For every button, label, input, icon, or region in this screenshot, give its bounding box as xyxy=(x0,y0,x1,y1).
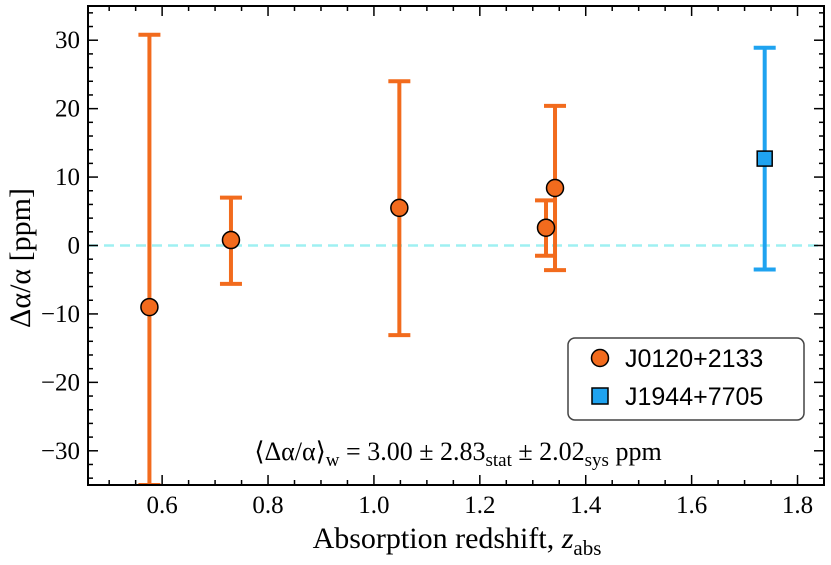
annotation-open-sub: w xyxy=(326,450,340,471)
y-tick-label: 20 xyxy=(55,96,80,123)
data-point-circle xyxy=(545,178,565,198)
y-tick-label: −10 xyxy=(41,301,80,328)
annotation-unit: ppm xyxy=(609,437,662,466)
x-tick-label: 1.6 xyxy=(676,492,707,519)
y-axis-label: Δα/α [ppm] xyxy=(4,188,37,328)
annotation-stat-sub: stat xyxy=(485,450,512,471)
y-tick-label: 0 xyxy=(68,233,81,260)
x-tick-label: 1.2 xyxy=(464,492,495,519)
x-tick-label: 0.6 xyxy=(147,492,178,519)
y-tick-label: −30 xyxy=(41,438,80,465)
axis-ticks: 0.6 0.8 1.0 1.2 1.4 1.6 1.8 −30 −20 −10 0 10 20 30 xyxy=(41,6,825,519)
legend-label-j1944: J1944+7705 xyxy=(625,383,763,411)
y-tick-label: 30 xyxy=(55,27,80,54)
data-point-square xyxy=(756,150,773,167)
legend-marker-square xyxy=(591,387,609,405)
y-tick-label: −20 xyxy=(41,369,80,396)
data-point-circle xyxy=(221,230,241,250)
legend: J0120+2133 J1944+7705 xyxy=(567,337,805,421)
x-tick-label: 1.8 xyxy=(782,492,813,519)
x-axis-label-subscript: abs xyxy=(573,536,601,560)
annotation-value: = 3.00 ± 2.83 xyxy=(340,437,486,466)
annotation-open: ⟨Δα/α⟩ xyxy=(254,437,325,466)
series-J1944+7705 xyxy=(753,45,776,272)
weighted-mean-annotation: ⟨Δα/α⟩w = 3.00 ± 2.83stat ± 2.02sys ppm xyxy=(254,437,661,471)
annotation-sys-part: ± 2.02 xyxy=(512,437,585,466)
x-tick-label: 1.0 xyxy=(358,492,389,519)
x-axis-label: Absorption redshift, zabs xyxy=(313,522,602,560)
plot-area xyxy=(88,32,824,485)
series-J0120+2133 xyxy=(138,32,567,485)
y-tick-label: 10 xyxy=(55,164,80,191)
x-tick-label: 0.8 xyxy=(252,492,283,519)
x-axis-label-text: Absorption redshift, xyxy=(313,522,562,555)
legend-box xyxy=(567,337,805,421)
data-point-circle xyxy=(390,198,409,218)
data-point-circle xyxy=(536,218,556,237)
data-layer xyxy=(88,32,824,485)
x-tick-label: 1.4 xyxy=(570,492,602,519)
legend-marker-circle xyxy=(590,348,610,368)
annotation-sys-sub: sys xyxy=(585,450,609,471)
x-axis-label-variable: z xyxy=(561,522,574,555)
legend-label-j0120: J0120+2133 xyxy=(625,345,763,373)
data-point-circle xyxy=(140,297,159,317)
